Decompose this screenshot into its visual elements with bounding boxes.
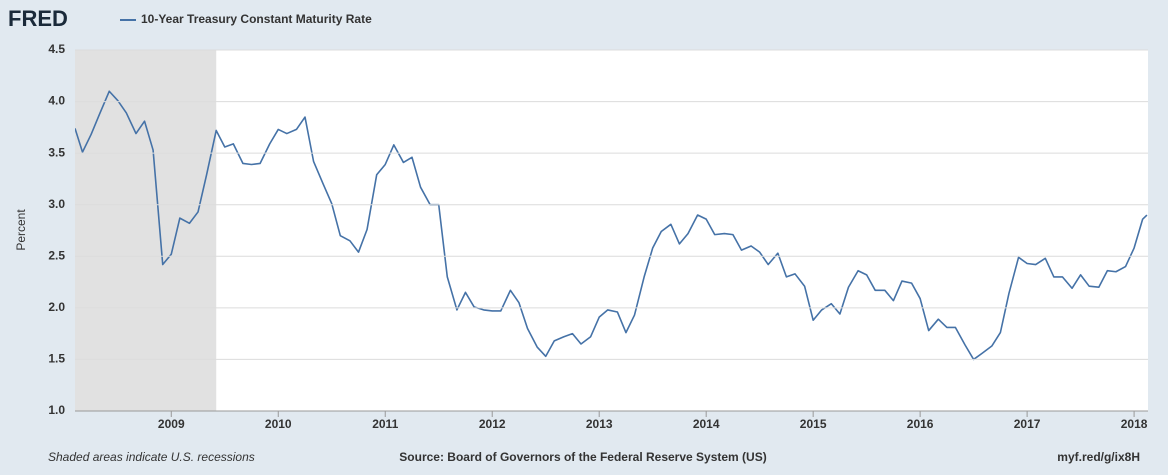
- y-tick-label: 2.5: [48, 248, 65, 262]
- y-tick-label: 2.0: [48, 300, 65, 314]
- y-tick-label: 1.5: [48, 352, 65, 366]
- y-tick-label: 1.0: [48, 403, 65, 417]
- plot-area: [75, 50, 1148, 411]
- x-tick-label: 2016: [907, 417, 934, 431]
- legend-label: 10-Year Treasury Constant Maturity Rate: [141, 12, 372, 26]
- y-tick-label: 3.5: [48, 145, 65, 159]
- x-tick-label: 2017: [1014, 417, 1041, 431]
- y-tick-label: 3.0: [48, 197, 65, 211]
- recession-band: [75, 50, 217, 411]
- plot-clip: [75, 50, 1148, 411]
- y-axis-label: Percent: [14, 209, 28, 251]
- y-tick-label: 4.0: [48, 94, 65, 108]
- x-tick-label: 2009: [158, 417, 185, 431]
- x-tick-label: 2013: [586, 417, 613, 431]
- data-line: [75, 90, 1148, 361]
- x-tick-label: 2015: [800, 417, 827, 431]
- x-tick-label: 2010: [265, 417, 292, 431]
- footnote: Shaded areas indicate U.S. recessions: [48, 450, 255, 464]
- x-tick-label: 2012: [479, 417, 506, 431]
- link: myf.red/g/ix8H: [1057, 450, 1140, 464]
- y-tick-label: 4.5: [48, 42, 65, 56]
- logo: FRED: [8, 6, 68, 31]
- x-tick-label: 2014: [693, 417, 720, 431]
- source: Source: Board of Governors of the Federa…: [399, 450, 766, 464]
- x-tick-label: 2011: [372, 417, 398, 431]
- x-tick-label: 2018: [1121, 417, 1148, 431]
